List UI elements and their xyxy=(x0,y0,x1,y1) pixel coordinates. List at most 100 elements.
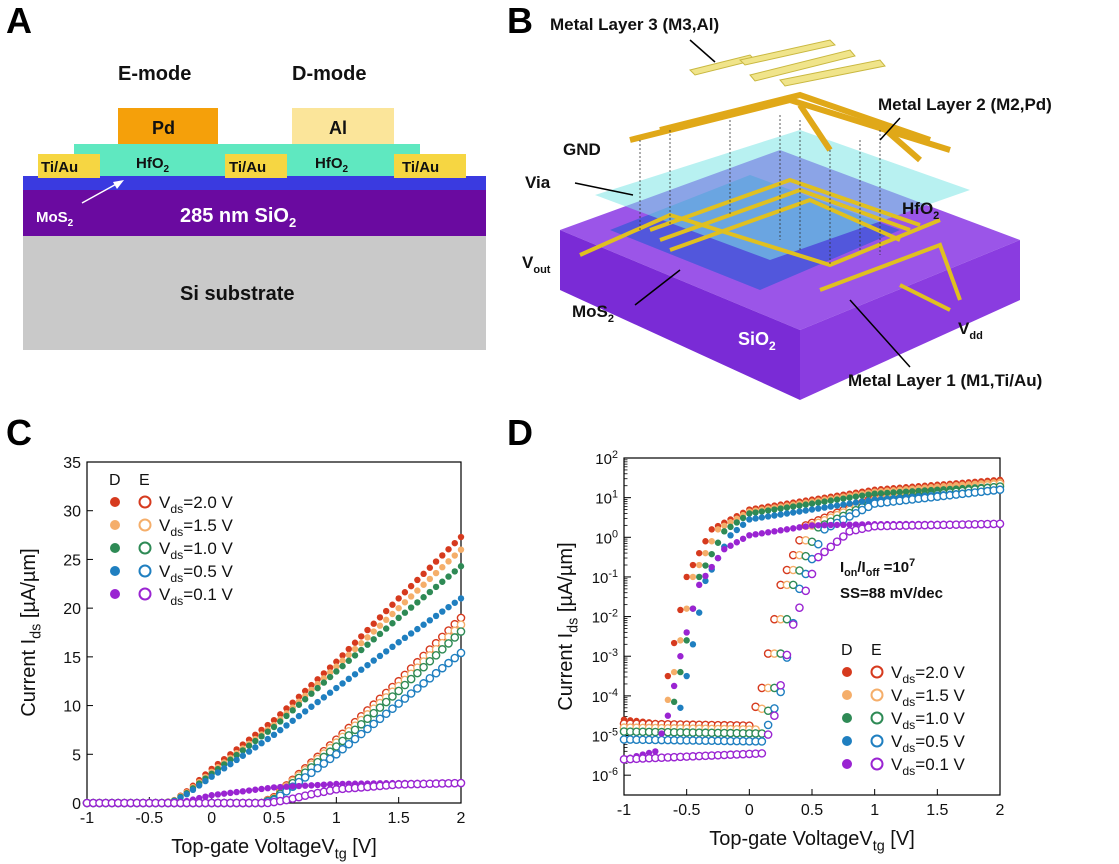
data-point-d xyxy=(270,731,278,738)
legend-marker-e xyxy=(870,688,884,702)
data-point-d xyxy=(739,521,747,528)
data-point-d xyxy=(771,528,778,535)
data-point-d xyxy=(239,747,247,754)
data-point-d xyxy=(702,572,709,580)
mos2-arrow xyxy=(81,181,121,204)
data-point-d xyxy=(796,508,803,515)
data-point-d xyxy=(445,573,452,580)
data-point-e xyxy=(826,542,836,552)
m1-arrow xyxy=(849,299,911,368)
data-point-d xyxy=(451,539,458,547)
data-point-d xyxy=(389,610,396,618)
data-point-d xyxy=(270,723,278,731)
legend-marker-e xyxy=(870,757,884,771)
sio2-slab-side xyxy=(800,240,1020,400)
data-point-d xyxy=(677,704,684,711)
vout-label: Vout xyxy=(522,253,551,276)
x-tick-label: 1 xyxy=(332,810,341,827)
data-point-e xyxy=(995,485,1005,495)
data-point-e xyxy=(313,763,322,773)
data-point-d xyxy=(827,497,834,504)
data-point-d xyxy=(727,532,734,539)
vdd-label: Vdd xyxy=(958,319,983,342)
legend-marker-e xyxy=(138,495,152,509)
data-point-d xyxy=(283,722,290,729)
data-point-e xyxy=(795,566,804,575)
data-point-d xyxy=(846,521,853,528)
legend-marker-e xyxy=(138,564,152,578)
data-point-e xyxy=(350,734,360,744)
legend-marker-d xyxy=(842,736,852,746)
data-point-d xyxy=(358,633,365,640)
data-point-e xyxy=(394,686,403,696)
data-point-d xyxy=(890,489,897,496)
data-point-d xyxy=(708,538,715,545)
data-point-d xyxy=(370,636,377,643)
via-lines xyxy=(639,115,881,265)
data-point-d xyxy=(808,500,816,507)
legend-marker-e xyxy=(138,541,152,555)
mos2-layer xyxy=(23,176,486,190)
data-point-e xyxy=(782,650,792,660)
data-point-d xyxy=(270,716,278,724)
y-tick-label: 102 xyxy=(595,449,618,468)
y-tick-label: 100 xyxy=(595,528,618,547)
panel-letter-a: A xyxy=(6,0,32,41)
data-point-d xyxy=(383,625,390,632)
data-point-d xyxy=(407,630,415,637)
legend-marker-d xyxy=(842,667,852,677)
data-point-d xyxy=(370,620,377,627)
data-point-e xyxy=(788,620,798,629)
data-point-d xyxy=(689,561,697,569)
data-point-d xyxy=(295,693,303,701)
data-point-d xyxy=(320,694,328,701)
data-point-e xyxy=(795,603,804,612)
hfo2-right xyxy=(227,144,420,176)
data-point-d xyxy=(289,707,296,714)
data-point-d xyxy=(295,701,303,708)
si-substrate-layer xyxy=(23,236,486,350)
data-point-d xyxy=(364,661,371,669)
data-point-d xyxy=(683,629,690,636)
data-point-d xyxy=(407,582,415,590)
data-point-d xyxy=(376,630,384,638)
data-point-d xyxy=(351,652,359,659)
data-point-d xyxy=(264,784,271,792)
ss-annotation: SS=88 mV/dec xyxy=(840,585,943,602)
data-point-d xyxy=(289,717,296,724)
sio2-b-label: SiO2 xyxy=(738,329,776,353)
data-point-e xyxy=(456,627,466,636)
data-point-d xyxy=(764,529,772,536)
data-point-d xyxy=(420,581,427,588)
tiau-left-label: Ti/Au xyxy=(41,159,78,176)
y-tick-label: 25 xyxy=(63,552,81,569)
data-point-d xyxy=(457,546,465,553)
data-point-e xyxy=(425,673,435,683)
data-point-e xyxy=(763,720,773,730)
data-point-e xyxy=(400,694,410,703)
data-point-e xyxy=(444,639,453,648)
data-point-d xyxy=(233,751,240,759)
sio2-label: 285 nm SiO2 xyxy=(180,205,296,230)
data-point-e xyxy=(419,679,428,688)
data-point-e xyxy=(425,656,435,666)
data-point-d xyxy=(764,513,772,520)
data-point-e xyxy=(388,704,397,713)
data-point-e xyxy=(344,731,354,740)
data-point-d xyxy=(258,785,265,793)
data-point-e xyxy=(394,699,403,708)
data-point-d xyxy=(821,521,828,529)
e-mode-label: E-mode xyxy=(118,63,191,85)
legend-label: Vds=1.5 V xyxy=(891,686,966,709)
data-point-e xyxy=(820,547,829,557)
hfo2-left xyxy=(74,144,227,176)
gnd-label: GND xyxy=(563,140,601,159)
data-point-d xyxy=(252,737,259,745)
data-point-d xyxy=(721,545,728,553)
sio2-layer xyxy=(23,190,486,236)
data-point-d xyxy=(426,564,434,571)
data-point-e xyxy=(344,739,354,749)
y-tick-label: 101 xyxy=(595,489,618,508)
x-tick-label: 1.5 xyxy=(388,810,410,827)
